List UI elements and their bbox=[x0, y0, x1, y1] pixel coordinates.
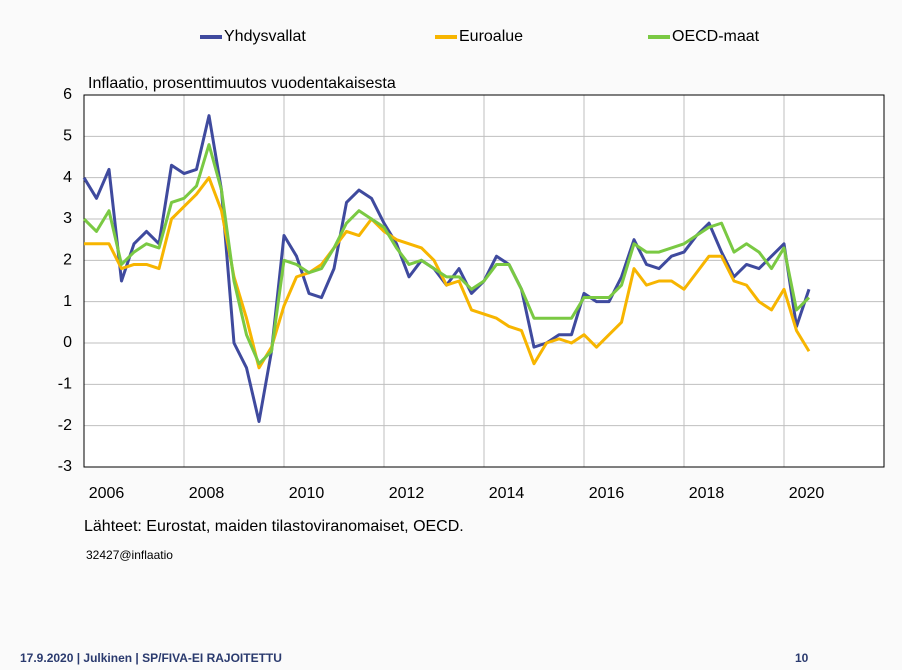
legend-label: OECD-maat bbox=[672, 28, 760, 45]
x-tick-label: 2020 bbox=[789, 485, 825, 502]
page-number: 10 bbox=[795, 651, 809, 665]
series-line bbox=[84, 176, 811, 370]
x-tick-label: 2012 bbox=[389, 485, 425, 502]
legend-label: Yhdysvallat bbox=[224, 28, 306, 45]
y-tick-label: 5 bbox=[63, 128, 72, 145]
source: Lähteet: Eurostat, maiden tilastoviranom… bbox=[84, 518, 464, 535]
series-line bbox=[82, 143, 811, 366]
y-tick-label: -2 bbox=[58, 417, 72, 434]
y-tick-label: 2 bbox=[63, 252, 72, 269]
x-tick-label: 2018 bbox=[689, 485, 725, 502]
chart-subtitle: Inflaatio, prosenttimuutos vuodentakaise… bbox=[88, 75, 396, 92]
plot-border bbox=[83, 94, 885, 468]
legend-label: Euroalue bbox=[459, 28, 523, 45]
y-tick-label: -1 bbox=[58, 376, 72, 393]
y-tick-label: 4 bbox=[63, 169, 72, 186]
x-tick-label: 2016 bbox=[589, 485, 625, 502]
y-tick-label: 1 bbox=[63, 293, 72, 310]
y-tick-label: 0 bbox=[63, 334, 72, 351]
note: 32427@inflaatio bbox=[86, 548, 173, 562]
x-tick-label: 2014 bbox=[489, 485, 525, 502]
y-tick-label: 6 bbox=[63, 86, 72, 103]
x-tick-label: 2008 bbox=[189, 485, 225, 502]
footer-text: 17.9.2020 | Julkinen | SP/FIVA-EI RAJOIT… bbox=[20, 651, 282, 665]
y-tick-label: 3 bbox=[63, 210, 72, 227]
y-tick-label: -3 bbox=[58, 458, 72, 475]
x-tick-label: 2006 bbox=[89, 485, 125, 502]
x-tick-label: 2010 bbox=[289, 485, 325, 502]
